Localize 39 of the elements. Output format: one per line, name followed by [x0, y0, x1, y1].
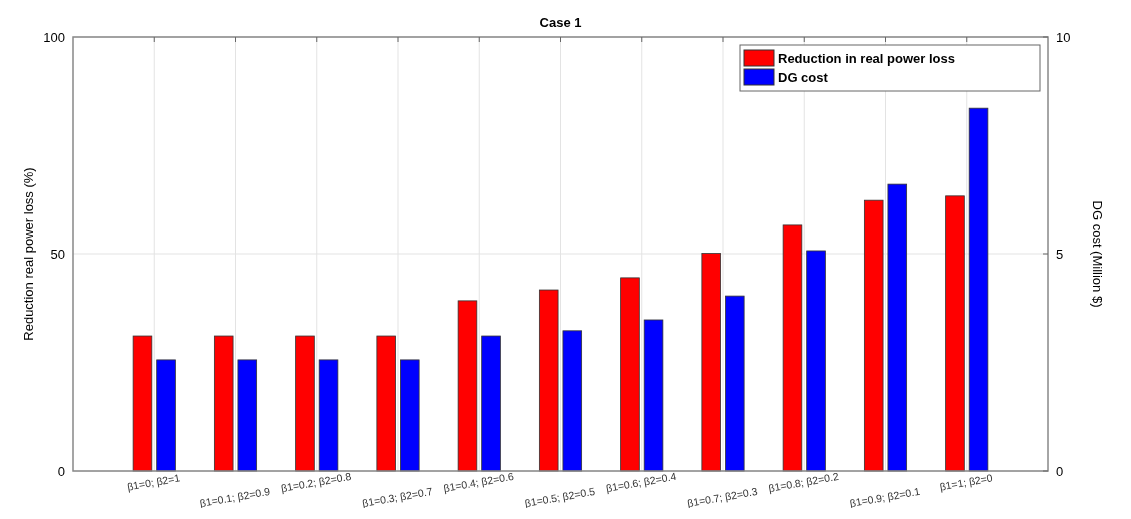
bar [132, 335, 153, 472]
bar [538, 289, 559, 472]
x-tick-label: β1=0.4; β2=0.6 [442, 469, 515, 495]
bar [620, 277, 640, 472]
bar [295, 335, 315, 472]
bar [806, 250, 826, 472]
x-tick-label: β1=0.2; β2=0.8 [280, 469, 353, 495]
legend-label: DG cost [778, 69, 829, 85]
y-axis-title: Reduction real power loss (%) [21, 167, 36, 341]
chart-title: Case 1 [539, 15, 582, 30]
bar [457, 300, 478, 472]
bar [400, 359, 420, 472]
y-tick-label: 0 [57, 463, 65, 479]
y-tick-label: 100 [43, 29, 65, 45]
bar [945, 195, 965, 472]
x-tick-label: β1=0; β2=1 [126, 471, 182, 493]
bar [562, 330, 583, 472]
bar [643, 319, 664, 472]
bar [481, 335, 501, 472]
bar [237, 359, 258, 472]
bar [213, 335, 234, 472]
y2-tick-label: 5 [1056, 246, 1064, 262]
bar [968, 107, 989, 472]
y2-axis-title: DG cost (Million $) [1090, 200, 1105, 308]
x-tick-label: β1=0.6; β2=0.4 [605, 469, 678, 495]
y-tick-label: 50 [50, 246, 65, 262]
bar [725, 295, 745, 472]
legend-label: Reduction in real power loss [778, 50, 955, 66]
y2-tick-label: 10 [1056, 29, 1071, 45]
bar [156, 359, 176, 472]
y2-tick-label: 0 [1056, 463, 1064, 479]
bar [782, 224, 803, 472]
x-tick-label: β1=0.8; β2=0.2 [767, 469, 840, 495]
bar [318, 359, 339, 472]
bar [701, 253, 721, 472]
x-tick-label: β1=1; β2=0 [938, 471, 994, 493]
bar [863, 199, 884, 472]
bar [376, 335, 396, 472]
bar [887, 183, 908, 472]
